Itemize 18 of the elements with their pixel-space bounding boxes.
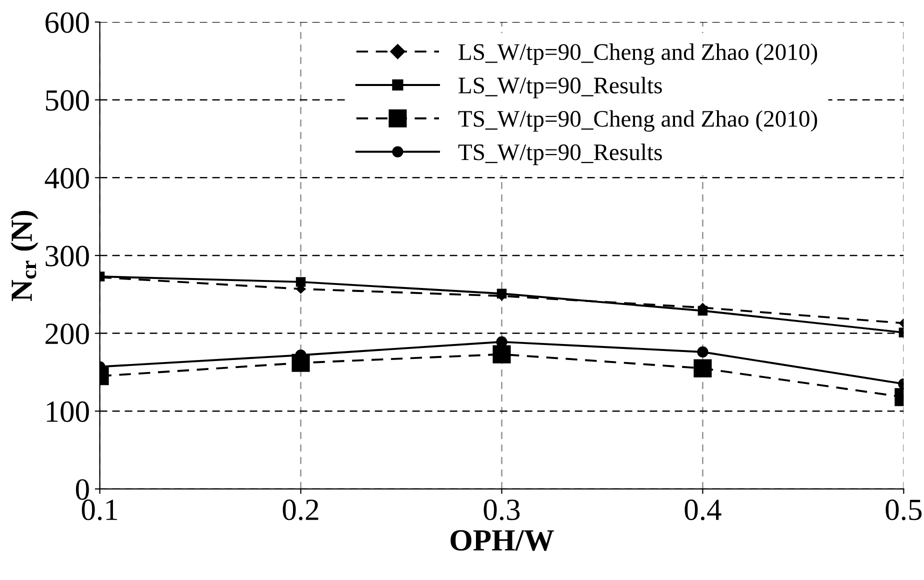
- y-tick-label: 600: [46, 12, 89, 33]
- legend-label: LS_W/tp=90_Cheng and Zhao (2010): [458, 43, 818, 65]
- y-axis-title: N$_{cr}$ (N): [10, 210, 38, 302]
- y-tick-label: 0: [76, 479, 89, 500]
- legend-label: TS_W/tp=90_Results: [458, 144, 662, 166]
- x-axis-title: OPH/W: [450, 530, 554, 551]
- y-tick-label: 400: [44, 168, 89, 189]
- y-tick-label: 500: [46, 90, 89, 111]
- x-tick-label: 0.3: [484, 500, 520, 520]
- legend-label: LS_W/tp=90_Results: [458, 76, 662, 98]
- y-tick-label: 200: [46, 324, 89, 344]
- x-tick-label: 0.2: [282, 500, 318, 520]
- x-tick-label: 0.1: [82, 500, 118, 520]
- y-tick-label: 100: [46, 401, 89, 422]
- y-tick-label: 300: [46, 246, 89, 266]
- x-tick-label: 0.4: [684, 500, 722, 520]
- legend-label: TS_W/tp=90_Cheng and Zhao (2010): [458, 110, 818, 132]
- x-tick-label: 0.5: [886, 500, 922, 520]
